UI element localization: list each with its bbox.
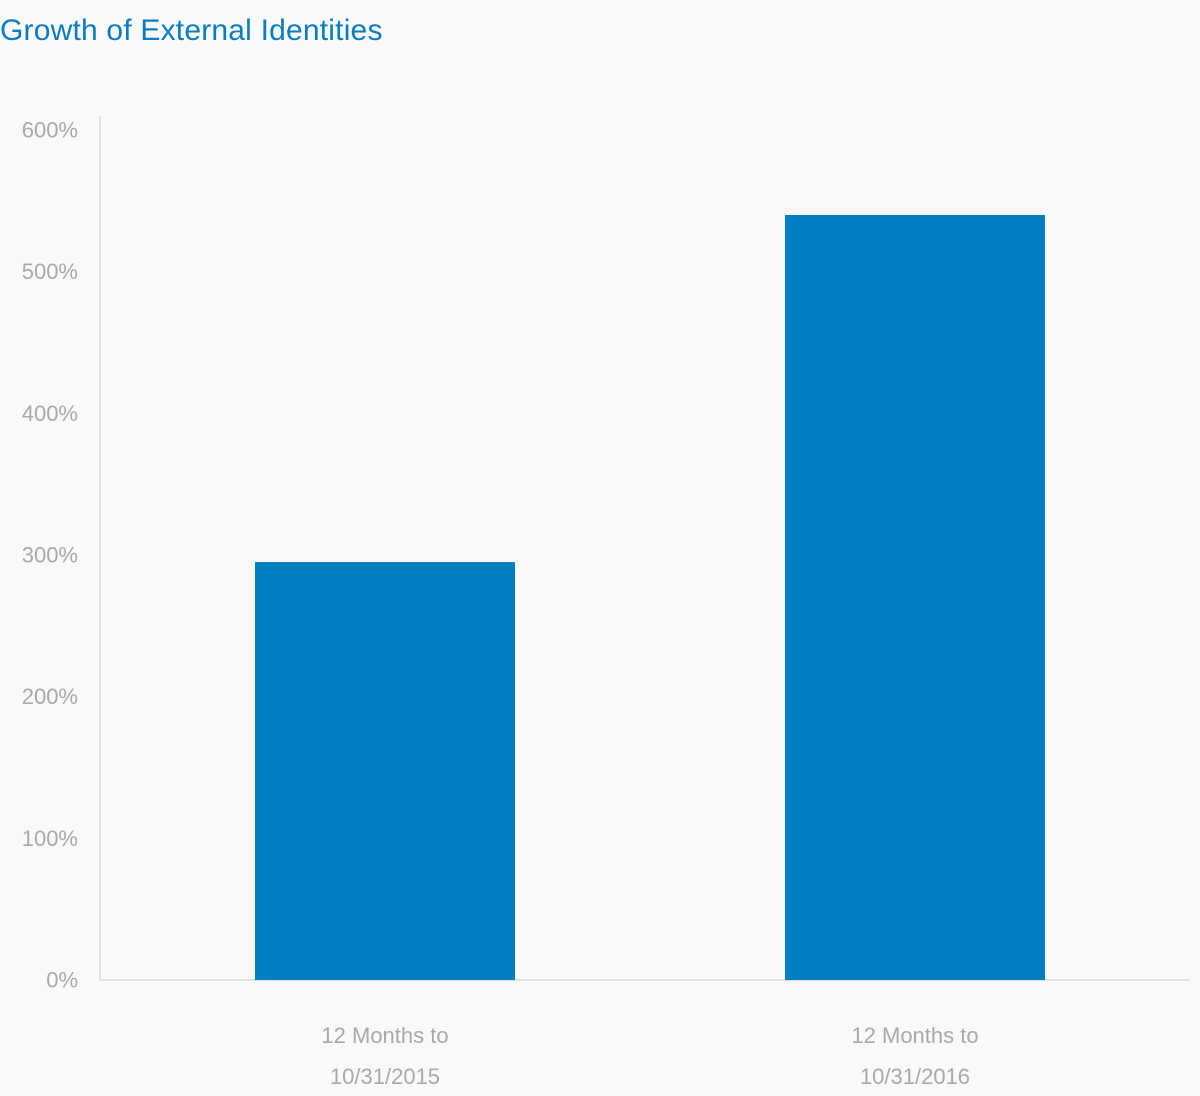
y-axis-ticks: 0% 100% 200% 300% 400% 500% 600% (22, 118, 78, 993)
y-tick-label: 300% (22, 543, 78, 568)
x-category-label: 10/31/2015 (330, 1064, 440, 1089)
chart-title: Growth of External Identities (0, 14, 383, 47)
bar (255, 562, 515, 980)
x-axis-labels: 12 Months to 10/31/2015 12 Months to 10/31/… (321, 1023, 978, 1089)
bar (785, 215, 1045, 980)
y-tick-label: 0% (46, 968, 78, 993)
x-category-label: 12 Months to (321, 1023, 448, 1048)
x-category-label: 12 Months to (851, 1023, 978, 1048)
x-category-label: 10/31/2016 (860, 1064, 970, 1089)
bar-series (255, 215, 1045, 980)
y-tick-label: 200% (22, 684, 78, 709)
y-tick-label: 100% (22, 826, 78, 851)
y-tick-label: 600% (22, 118, 78, 143)
y-tick-label: 400% (22, 401, 78, 426)
y-tick-label: 500% (22, 259, 78, 284)
